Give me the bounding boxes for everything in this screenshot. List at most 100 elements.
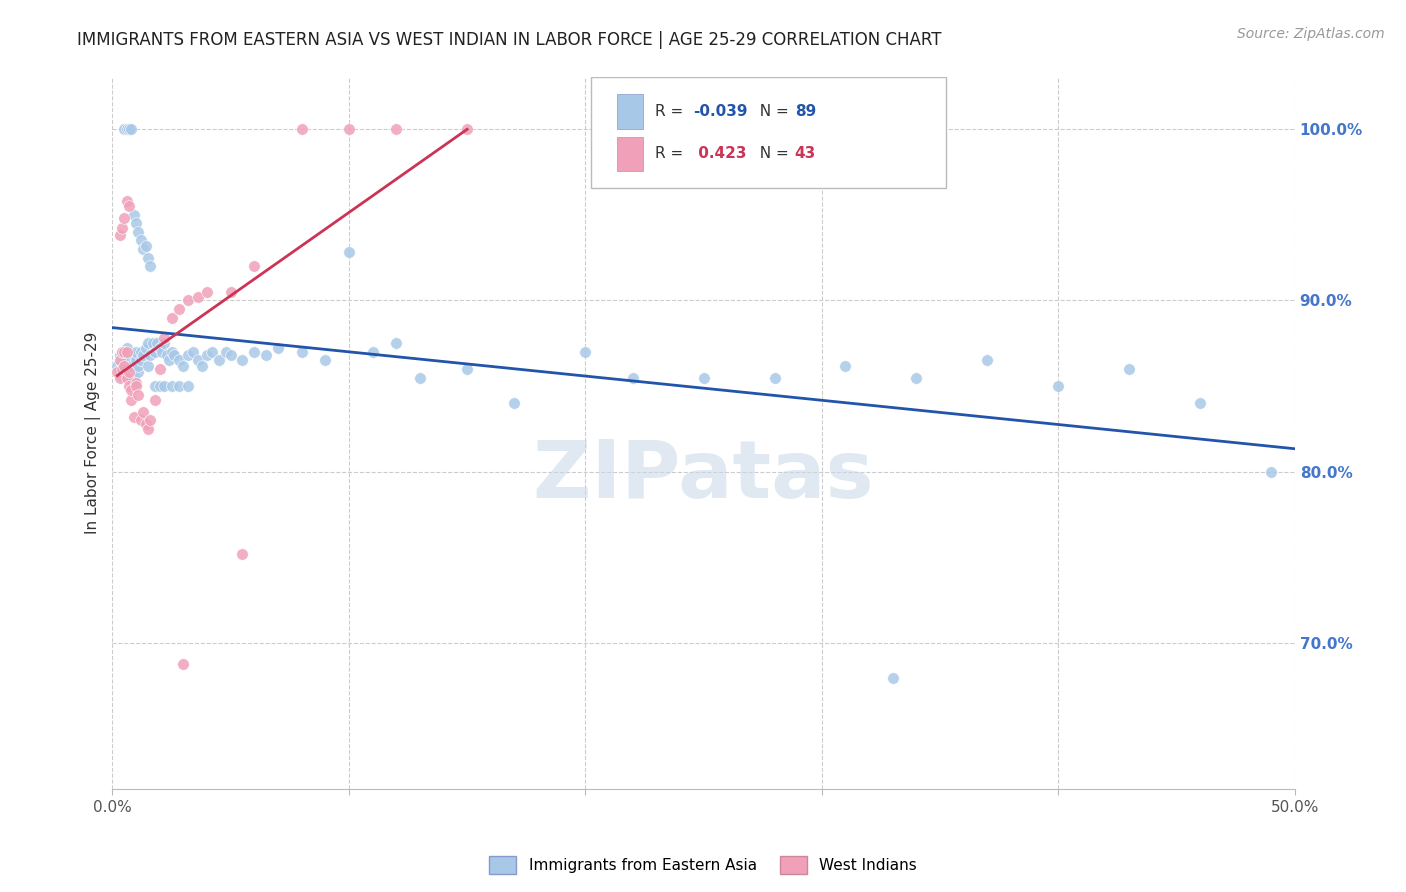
Text: ZIPat​as: ZIPat​as: [533, 437, 875, 515]
Point: [142, 336, 165, 351]
Point: [1189, 396, 1212, 410]
Text: Source: ZipAtlas.com: Source: ZipAtlas.com: [1237, 27, 1385, 41]
Point: [115, 370, 138, 384]
Point: [153, 331, 176, 345]
Point: [191, 359, 214, 373]
Text: IMMIGRANTS FROM EASTERN ASIA VS WEST INDIAN IN LABOR FORCE | AGE 25-29 CORRELATI: IMMIGRANTS FROM EASTERN ASIA VS WEST IND…: [77, 31, 942, 49]
Point: [112, 359, 135, 373]
Point: [136, 359, 159, 373]
Point: [105, 366, 128, 380]
Point: [127, 225, 149, 239]
Point: [219, 285, 242, 299]
Point: [120, 121, 142, 136]
Point: [120, 359, 142, 373]
Point: [163, 348, 186, 362]
Point: [112, 211, 135, 225]
Point: [118, 199, 141, 213]
Point: [139, 413, 162, 427]
Point: [167, 379, 190, 393]
Point: [129, 233, 152, 247]
Point: [385, 336, 408, 351]
Point: [115, 359, 138, 373]
Point: [219, 348, 242, 362]
Point: [118, 121, 141, 136]
FancyBboxPatch shape: [592, 78, 946, 187]
Point: [243, 344, 266, 359]
Point: [153, 379, 176, 393]
Point: [112, 121, 135, 136]
Point: [139, 259, 162, 273]
Point: [108, 348, 131, 362]
Text: 0.423: 0.423: [693, 146, 747, 161]
Bar: [617, 95, 644, 128]
Point: [409, 370, 432, 384]
Point: [231, 547, 253, 561]
Point: [172, 657, 194, 671]
Point: [160, 344, 183, 359]
Point: [129, 344, 152, 359]
Y-axis label: In Labor Force | Age 25-29: In Labor Force | Age 25-29: [86, 332, 101, 534]
Point: [115, 342, 138, 356]
Point: [143, 379, 166, 393]
Point: [456, 121, 478, 136]
Point: [621, 370, 644, 384]
Point: [149, 342, 172, 356]
Point: [160, 379, 183, 393]
Point: [1047, 379, 1070, 393]
Point: [167, 301, 190, 316]
Point: [132, 242, 155, 256]
Point: [1118, 362, 1140, 376]
Point: [208, 353, 231, 368]
Point: [314, 353, 336, 368]
Point: [177, 348, 200, 362]
Point: [108, 370, 131, 384]
Point: [118, 353, 141, 368]
Text: N =: N =: [749, 146, 793, 161]
Point: [108, 362, 131, 376]
Point: [111, 344, 134, 359]
Point: [112, 348, 135, 362]
Point: [291, 121, 314, 136]
Point: [149, 379, 172, 393]
Point: [108, 353, 131, 368]
Point: [150, 344, 173, 359]
Point: [118, 379, 141, 393]
Point: [337, 245, 360, 260]
Point: [125, 353, 148, 368]
Point: [337, 121, 360, 136]
Point: [215, 344, 238, 359]
Point: [136, 336, 159, 351]
Point: [127, 366, 149, 380]
Point: [456, 362, 478, 376]
Legend: Immigrants from Eastern Asia, West Indians: Immigrants from Eastern Asia, West India…: [482, 850, 924, 880]
Point: [181, 344, 204, 359]
Bar: [617, 136, 644, 170]
Point: [125, 344, 148, 359]
Point: [149, 362, 172, 376]
Point: [156, 348, 179, 362]
Point: [291, 344, 314, 359]
Point: [134, 342, 156, 356]
Point: [692, 370, 714, 384]
Point: [834, 359, 856, 373]
Point: [267, 342, 290, 356]
Point: [146, 336, 169, 351]
Point: [105, 359, 128, 373]
Point: [129, 413, 152, 427]
Point: [361, 344, 384, 359]
Point: [125, 379, 148, 393]
Point: [143, 344, 166, 359]
Point: [385, 121, 408, 136]
Point: [139, 348, 162, 362]
Point: [118, 366, 141, 380]
Point: [574, 344, 596, 359]
Point: [134, 417, 156, 431]
Text: R =: R =: [655, 146, 689, 161]
Point: [122, 370, 145, 384]
Point: [120, 383, 142, 397]
Point: [115, 194, 138, 208]
Point: [112, 344, 135, 359]
Point: [503, 396, 526, 410]
Point: [143, 392, 166, 407]
Point: [120, 392, 142, 407]
